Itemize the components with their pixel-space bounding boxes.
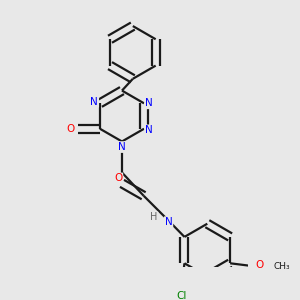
Text: N: N (165, 217, 172, 227)
Text: N: N (145, 98, 153, 108)
Text: N: N (118, 142, 126, 152)
Text: O: O (67, 124, 75, 134)
Text: O: O (114, 173, 122, 183)
Text: O: O (256, 260, 264, 270)
Text: H: H (150, 212, 158, 222)
Text: N: N (145, 125, 153, 135)
Text: N: N (91, 97, 98, 107)
Text: Cl: Cl (176, 291, 187, 300)
Text: CH₃: CH₃ (273, 262, 290, 271)
